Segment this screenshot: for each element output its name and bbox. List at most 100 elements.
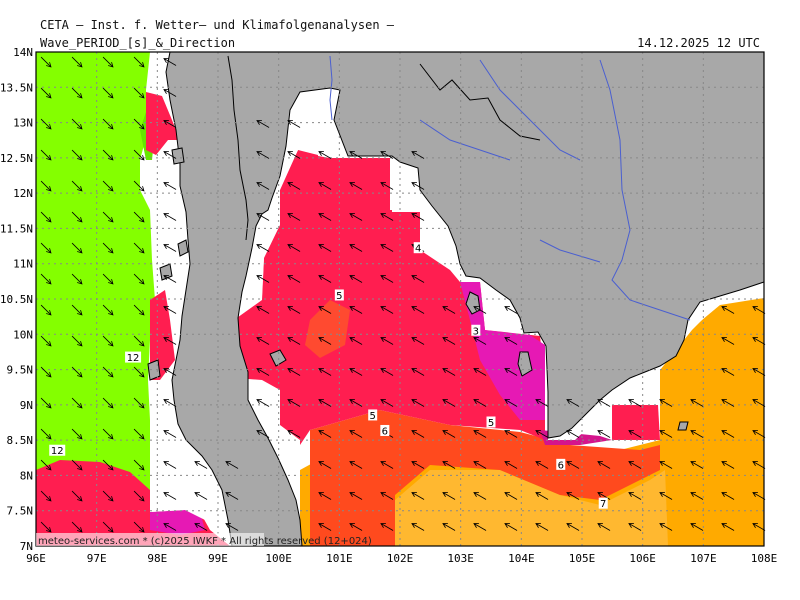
contour-label-bg bbox=[49, 444, 66, 456]
direction-arrow bbox=[349, 492, 363, 500]
longitude-tick-label: 97E bbox=[87, 552, 107, 565]
direction-arrow bbox=[133, 428, 145, 440]
direction-arrow bbox=[133, 521, 145, 533]
direction-arrow bbox=[102, 521, 114, 533]
latitude-tick-label: 10N bbox=[13, 328, 33, 341]
direction-arrow bbox=[133, 242, 145, 254]
direction-arrow bbox=[163, 213, 177, 221]
direction-arrow bbox=[411, 368, 425, 376]
direction-arrow bbox=[163, 58, 177, 66]
direction-arrow bbox=[442, 523, 456, 531]
direction-arrow bbox=[102, 273, 114, 285]
direction-arrow bbox=[752, 523, 766, 531]
latitude-tick-label: 11N bbox=[13, 258, 33, 271]
direction-arrow bbox=[318, 492, 332, 500]
direction-arrow bbox=[442, 368, 456, 376]
period-zone-green bbox=[36, 52, 155, 546]
period-zone-magenta bbox=[460, 282, 545, 420]
map-title: CETA — Inst. f. Wetter— und Klimafolgena… bbox=[40, 18, 395, 32]
direction-arrow bbox=[102, 397, 114, 409]
direction-arrow bbox=[287, 151, 301, 159]
direction-arrow bbox=[71, 459, 83, 471]
direction-arrow bbox=[690, 461, 704, 469]
island-phuket bbox=[147, 359, 161, 381]
direction-arrow bbox=[163, 275, 177, 283]
direction-arrow bbox=[566, 492, 580, 500]
direction-arrow bbox=[411, 399, 425, 407]
direction-arrow bbox=[473, 368, 487, 376]
direction-arrow bbox=[349, 306, 363, 314]
direction-arrow bbox=[535, 461, 549, 469]
direction-arrow bbox=[71, 56, 83, 68]
direction-arrow bbox=[194, 523, 208, 531]
direction-arrow bbox=[163, 399, 177, 407]
contour-label: 12 bbox=[51, 446, 64, 457]
direction-arrow bbox=[473, 399, 487, 407]
direction-arrow bbox=[102, 149, 114, 161]
direction-arrow bbox=[349, 523, 363, 531]
latitude-tick-label: 8N bbox=[20, 469, 33, 482]
direction-arrow bbox=[163, 306, 177, 314]
direction-arrow bbox=[256, 244, 270, 252]
contour-label-bg bbox=[598, 497, 608, 509]
longitude-tick-label: 99E bbox=[208, 552, 228, 565]
direction-arrow bbox=[442, 492, 456, 500]
direction-arrow bbox=[380, 368, 394, 376]
direction-arrow bbox=[380, 523, 394, 531]
direction-arrow bbox=[40, 335, 52, 347]
direction-arrow bbox=[225, 492, 239, 500]
contour-label-bg bbox=[413, 242, 423, 254]
direction-arrow bbox=[287, 244, 301, 252]
direction-arrow bbox=[133, 211, 145, 223]
longitude-tick-label: 103E bbox=[447, 552, 474, 565]
direction-arrow bbox=[473, 492, 487, 500]
tonle-sap bbox=[539, 239, 601, 263]
direction-arrow bbox=[535, 523, 549, 531]
direction-arrow bbox=[690, 399, 704, 407]
direction-arrow bbox=[133, 273, 145, 285]
direction-arrow bbox=[71, 397, 83, 409]
direction-arrow bbox=[256, 306, 270, 314]
direction-arrow bbox=[721, 492, 735, 500]
direction-arrow bbox=[194, 461, 208, 469]
direction-arrow bbox=[535, 430, 549, 438]
direction-arrow bbox=[256, 368, 270, 376]
direction-arrow bbox=[133, 56, 145, 68]
credit-text: meteo-services.com * (c)2025 IWKF * All … bbox=[38, 536, 372, 547]
direction-arrow bbox=[411, 461, 425, 469]
direction-arrow bbox=[71, 335, 83, 347]
border-line bbox=[227, 55, 541, 241]
direction-arrow bbox=[597, 399, 611, 407]
river-chao-phraya bbox=[329, 55, 333, 121]
direction-arrow bbox=[71, 211, 83, 223]
direction-arrow bbox=[411, 337, 425, 345]
direction-arrow bbox=[597, 430, 611, 438]
direction-arrow bbox=[690, 523, 704, 531]
direction-arrow bbox=[71, 304, 83, 316]
longitude-tick-label: 100E bbox=[265, 552, 292, 565]
direction-arrow bbox=[318, 306, 332, 314]
direction-arrow bbox=[535, 492, 549, 500]
island-mergui-1 bbox=[171, 147, 185, 165]
direction-arrow bbox=[380, 275, 394, 283]
direction-arrow bbox=[163, 523, 177, 531]
direction-arrow bbox=[752, 461, 766, 469]
direction-arrow bbox=[287, 399, 301, 407]
direction-arrow bbox=[752, 430, 766, 438]
direction-arrow bbox=[163, 244, 177, 252]
direction-arrow bbox=[752, 492, 766, 500]
direction-arrow bbox=[597, 492, 611, 500]
longitude-tick-label: 96E bbox=[26, 552, 46, 565]
direction-arrow bbox=[349, 244, 363, 252]
direction-arrow bbox=[71, 242, 83, 254]
river-mekong bbox=[599, 59, 691, 321]
direction-arrow bbox=[287, 120, 301, 128]
direction-arrow bbox=[411, 523, 425, 531]
direction-arrow bbox=[163, 461, 177, 469]
direction-arrow bbox=[287, 430, 301, 438]
direction-arrow bbox=[287, 182, 301, 190]
direction-arrow bbox=[504, 523, 518, 531]
direction-arrow bbox=[102, 335, 114, 347]
direction-arrow bbox=[163, 430, 177, 438]
